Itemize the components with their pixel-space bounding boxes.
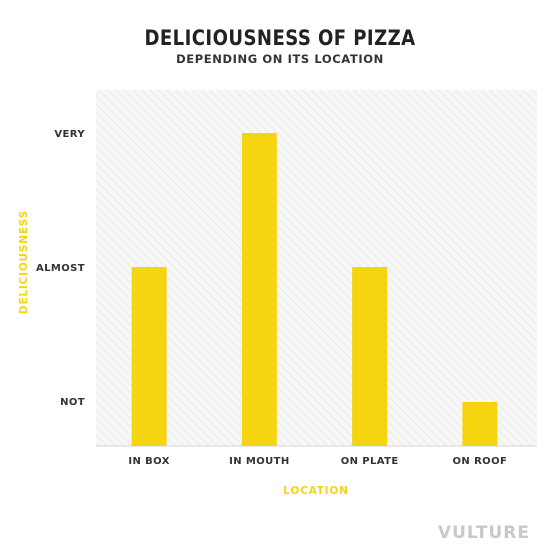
- bar-in-box: [131, 267, 167, 446]
- x-tick-label: IN BOX: [128, 456, 169, 467]
- x-tick-label: IN MOUTH: [229, 456, 290, 467]
- bar-on-plate: [352, 267, 388, 446]
- y-axis-label: DELICIOUSNESS: [18, 210, 30, 314]
- y-tick-label: NOT: [60, 397, 85, 408]
- x-tick-label: ON ROOF: [453, 456, 508, 467]
- vulture-logo: VULTURE: [438, 523, 530, 543]
- y-tick-label: ALMOST: [36, 263, 85, 274]
- bar-in-mouth: [241, 133, 277, 446]
- x-tick-label: ON PLATE: [341, 456, 399, 467]
- bar-on-roof: [462, 402, 498, 446]
- x-axis-label: LOCATION: [283, 485, 348, 497]
- chart-title: DELICIOUSNESS OF PIZZA: [144, 26, 416, 50]
- plot-area: [96, 90, 537, 446]
- chart-subtitle: DEPENDING ON ITS LOCATION: [176, 52, 384, 66]
- y-tick-label: VERY: [54, 129, 85, 140]
